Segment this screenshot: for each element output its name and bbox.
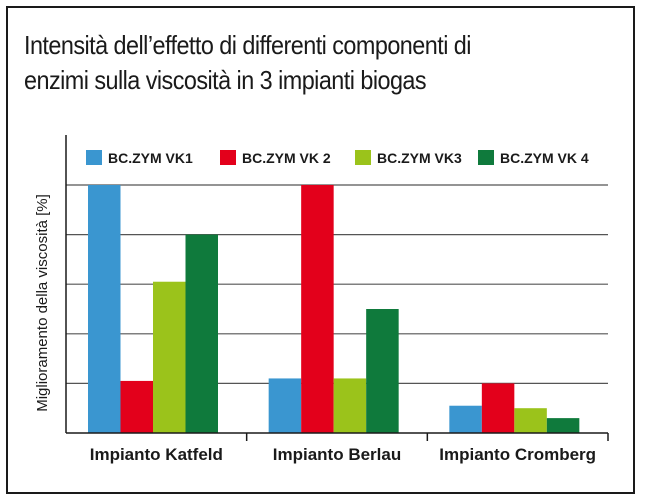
legend: BC.ZYM VK1 BC.ZYM VK 2 BC.ZYM VK3 BC.ZYM VK… <box>86 150 589 166</box>
chart-title-line-1: Intensità dell’effetto di differenti com… <box>24 30 471 60</box>
chart-title-line-2: enzimi sulla viscosità in 3 impianti bio… <box>24 65 427 95</box>
bar <box>88 185 121 433</box>
bars <box>88 185 580 433</box>
gridlines <box>66 184 608 384</box>
bar <box>120 380 153 433</box>
bar <box>481 383 515 433</box>
legend-swatch <box>86 150 102 165</box>
bar <box>449 405 482 433</box>
bar <box>333 378 367 433</box>
legend-label: BC.ZYM VK 2 <box>242 150 331 166</box>
legend-background <box>78 143 608 173</box>
legend-swatch <box>355 150 371 165</box>
legend-swatch <box>220 150 236 165</box>
legend-label: BC.ZYM VK1 <box>108 150 193 166</box>
legend-swatch <box>478 150 494 165</box>
bar <box>546 418 580 433</box>
x-tick-label: Impianto Berlau <box>273 445 401 464</box>
x-tick-labels: Impianto Katfeld Impianto Berlau Impianto … <box>90 445 596 464</box>
bar <box>514 408 547 433</box>
bar <box>153 281 186 433</box>
legend-label: BC.ZYM VK 4 <box>500 150 589 166</box>
bar <box>366 309 399 433</box>
bar <box>301 185 334 433</box>
bar <box>268 378 302 433</box>
y-axis-label: Miglioramento della viscosità [%] <box>34 194 51 412</box>
x-tick-marks <box>245 433 609 441</box>
x-tick-label: Impianto Katfeld <box>90 445 223 464</box>
legend-label: BC.ZYM VK3 <box>377 150 462 166</box>
x-tick-label: Impianto Cromberg <box>439 445 596 464</box>
bar <box>185 234 218 433</box>
chart-title: Intensità dell’effetto di differenti com… <box>24 28 555 98</box>
